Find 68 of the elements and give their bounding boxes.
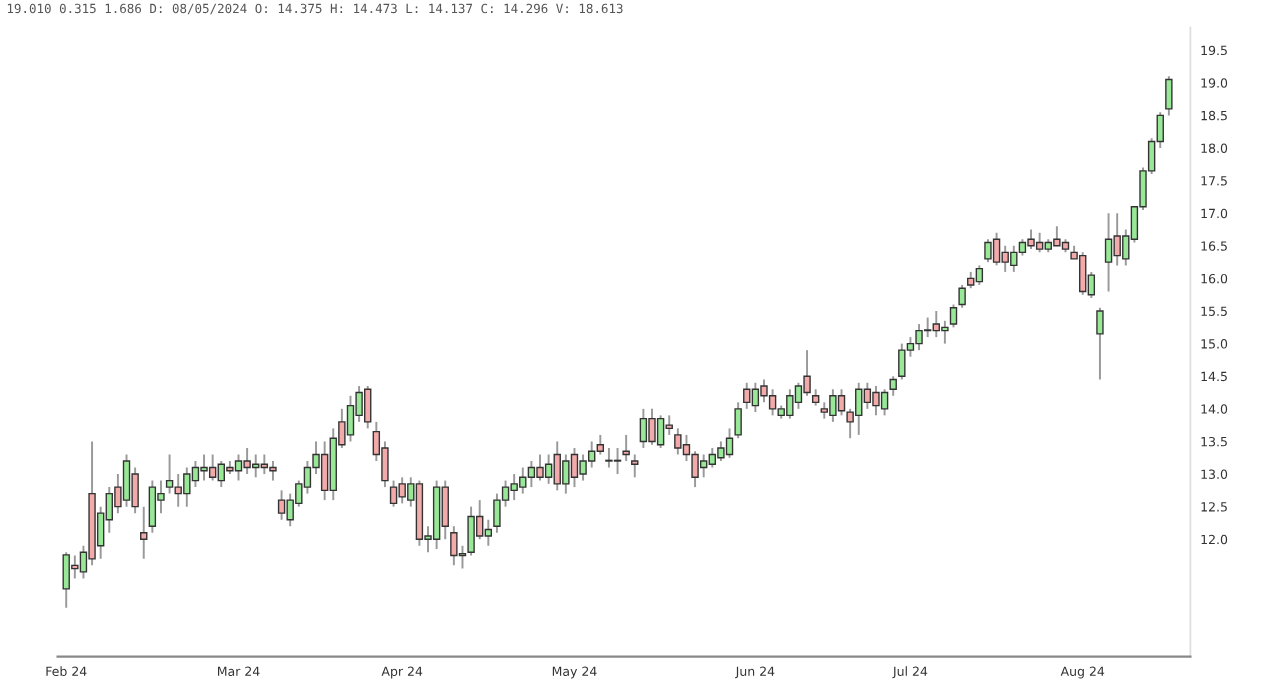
- candlestick: [803, 349, 811, 397]
- candlestick: [570, 447, 579, 489]
- candlestick: [208, 453, 217, 482]
- candlestick: [596, 433, 605, 456]
- candlestick: [863, 381, 872, 410]
- candlestick: [717, 440, 725, 462]
- candlestick: [1053, 225, 1061, 247]
- candlestick: [527, 460, 536, 489]
- candlestick: [1027, 228, 1035, 251]
- candlestick: [794, 381, 803, 410]
- candlestick: [760, 378, 768, 404]
- candlestick: [140, 505, 148, 560]
- candlestick: [984, 238, 992, 264]
- candlestick: [1104, 212, 1113, 293]
- candlestick: [269, 460, 277, 482]
- candlestick: [1096, 306, 1104, 381]
- candlestick: [915, 323, 923, 352]
- candlestick: [587, 440, 596, 469]
- candlestick: [958, 283, 966, 309]
- candlestick: [725, 427, 734, 459]
- candlestick: [200, 453, 208, 482]
- candlestick: [949, 303, 958, 329]
- candlestick: [579, 453, 587, 482]
- candlestick: [243, 447, 251, 476]
- candlestick: [562, 453, 570, 495]
- candlestick: [975, 264, 984, 286]
- candlestick: [613, 447, 622, 476]
- candlestick: [320, 440, 329, 502]
- candlestick: [605, 447, 613, 469]
- candlestick: [131, 466, 139, 515]
- candlestick: [699, 453, 708, 479]
- candlestick: [872, 385, 880, 417]
- candlestick: [743, 381, 751, 410]
- candlestick: [148, 479, 157, 534]
- candlestick: [493, 492, 501, 534]
- candlestick: [484, 518, 493, 547]
- candlestick: [923, 316, 932, 339]
- candlestick: [510, 473, 518, 502]
- candlestick: [768, 388, 777, 417]
- candlestick: [544, 453, 553, 485]
- candlestick: [277, 489, 286, 521]
- candlestick: [656, 414, 665, 449]
- candlestick: [165, 453, 174, 495]
- candlestick: [536, 453, 544, 482]
- candlestick: [122, 453, 131, 508]
- candlestick: [467, 505, 475, 557]
- candlestick: [674, 427, 682, 456]
- candlestick: [708, 447, 717, 469]
- candlestick: [234, 453, 243, 482]
- candlestick: [751, 381, 760, 414]
- candlestick: [992, 231, 1001, 267]
- candlestick: [734, 401, 742, 440]
- candlestick: [898, 342, 906, 381]
- candlestick: [441, 479, 449, 541]
- candlestick: [829, 388, 837, 423]
- candlestick: [639, 407, 648, 449]
- candlestick: [1035, 231, 1044, 254]
- candlestick: [389, 479, 398, 508]
- candlestick: [1165, 75, 1173, 117]
- candlestick: [648, 407, 656, 446]
- candlestick: [786, 388, 794, 420]
- candlestick: [450, 525, 458, 567]
- candlestick: [837, 388, 846, 417]
- candlestick: [346, 394, 355, 443]
- candlestick: [191, 460, 200, 489]
- candlestick: [631, 453, 639, 479]
- candlestick: [941, 319, 949, 345]
- candlestick: [691, 450, 699, 489]
